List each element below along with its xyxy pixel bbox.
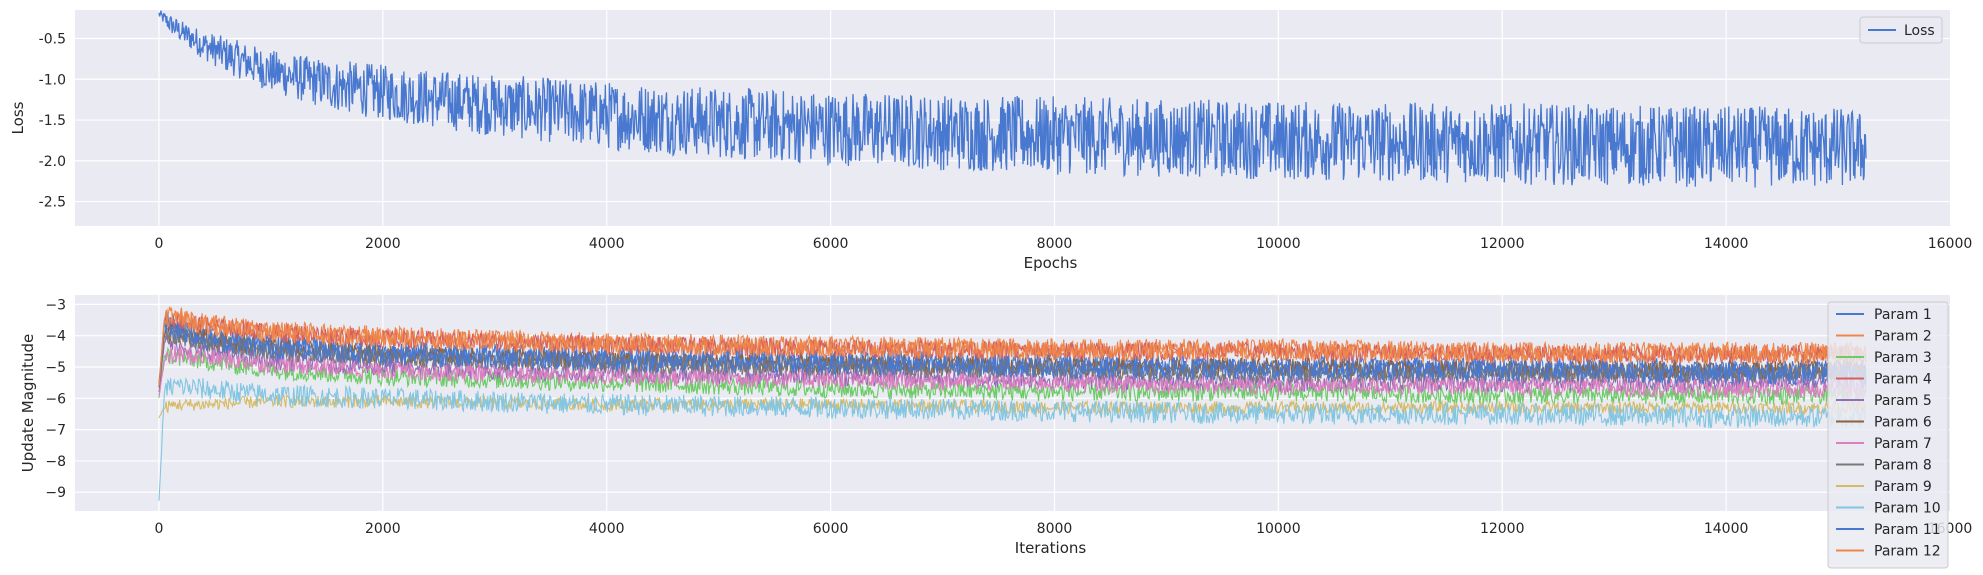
y-tick-label: -2.5 — [39, 195, 66, 211]
x-tick-label: 8000 — [1037, 521, 1073, 537]
legend-label: Param 5 — [1874, 393, 1932, 409]
x-tick-label: 14000 — [1704, 521, 1749, 537]
x-tick-label: 6000 — [813, 521, 849, 537]
legend: Loss — [1859, 16, 1943, 44]
y-tick-label: −7 — [45, 423, 66, 439]
legend: Param 1 Param 2 Param 3 Param 4 Param 5 Param… — [1827, 301, 1949, 569]
y-tick-label: −3 — [45, 297, 66, 313]
update-magnitude-chart: 0 2000 4000 6000 8000 10000 12000 14000 16000−3−… — [19, 295, 1972, 569]
y-tick-label: -1.0 — [39, 72, 66, 88]
legend-label: Param 2 — [1874, 329, 1932, 345]
x-tick-label: 14000 — [1704, 236, 1749, 252]
x-tick-label: 0 — [154, 521, 163, 537]
y-tick-label: -1.5 — [39, 113, 66, 129]
param-10-line — [158, 377, 1867, 501]
x-tick-label: 8000 — [1037, 236, 1073, 252]
y-tick-label: −8 — [45, 454, 66, 470]
x-tick-label: 12000 — [1480, 521, 1525, 537]
loss-chart: 0 2000 4000 6000 8000 10000 12000 14000 16000 -0.… — [9, 10, 1972, 272]
legend-label: Param 7 — [1874, 436, 1932, 452]
legend-label: Param 1 — [1874, 307, 1932, 323]
x-axis-label: Iterations — [1015, 539, 1087, 557]
y-tick-label: -0.5 — [39, 32, 66, 48]
x-tick-label: 2000 — [365, 521, 401, 537]
legend-label: Param 8 — [1874, 458, 1932, 474]
legend-label: Param 10 — [1874, 501, 1941, 517]
x-tick-label: 10000 — [1256, 236, 1301, 252]
x-tick-label: 4000 — [589, 521, 625, 537]
y-tick-label: −5 — [45, 360, 66, 376]
x-axis-label: Epochs — [1024, 254, 1078, 272]
x-tick-label: 2000 — [365, 236, 401, 252]
series-group — [158, 10, 1867, 188]
x-tick-label: 4000 — [589, 236, 625, 252]
legend-label: Param 11 — [1874, 522, 1941, 538]
legend-label: Param 3 — [1874, 350, 1932, 366]
y-axis-label: Loss — [9, 101, 27, 134]
y-tick-label: −6 — [45, 391, 66, 407]
legend-box — [1859, 16, 1943, 44]
param-12-line — [158, 309, 1867, 386]
legend-label: Param 6 — [1874, 415, 1932, 431]
x-tick-label: 6000 — [813, 236, 849, 252]
y-tick-label: −9 — [45, 485, 66, 501]
x-tick-label: 16000 — [1928, 236, 1973, 252]
param-7-line — [158, 345, 1867, 400]
x-tick-label: 0 — [154, 236, 163, 252]
y-tick-label: -2.0 — [39, 154, 66, 170]
x-tick-label: 10000 — [1256, 521, 1301, 537]
y-tick-label: −4 — [45, 329, 66, 345]
param-11-line — [158, 315, 1867, 386]
y-axis-label: Update Magnitude — [19, 334, 37, 473]
x-tick-label: 12000 — [1480, 236, 1525, 252]
legend-label: Loss — [1904, 23, 1935, 39]
legend-box — [1827, 301, 1949, 569]
legend-label: Param 12 — [1874, 544, 1941, 560]
loss-line — [158, 10, 1867, 188]
series-group — [158, 306, 1867, 501]
legend-label: Param 4 — [1874, 372, 1932, 388]
legend-label: Param 9 — [1874, 479, 1932, 495]
